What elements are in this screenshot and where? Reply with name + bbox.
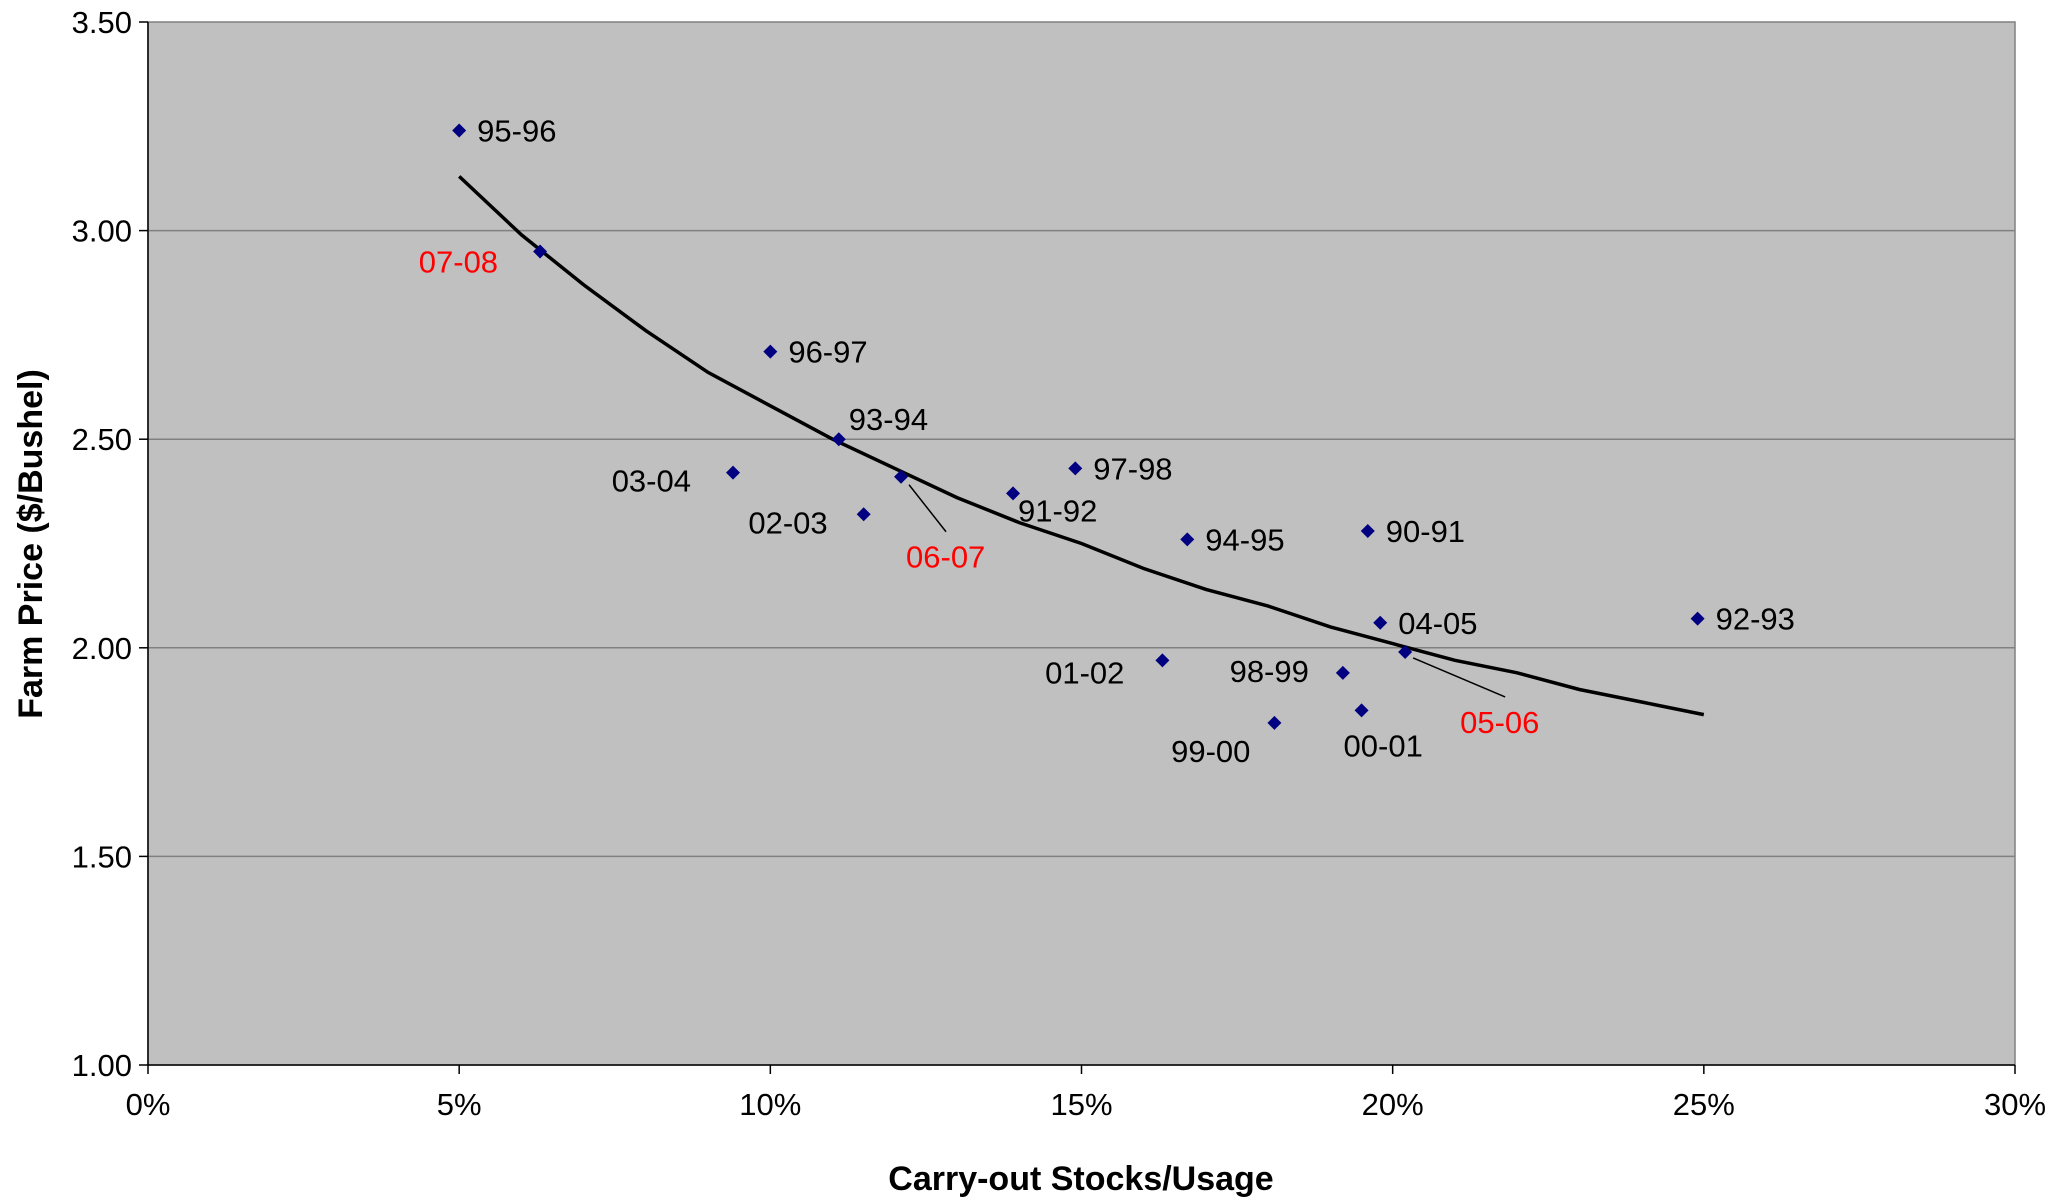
y-axis-ticks: 1.00 1.50 2.00 2.50 3.00 3.50 xyxy=(72,5,148,1083)
data-point-03-04 xyxy=(725,465,740,480)
data-point-98-99 xyxy=(1335,665,1350,680)
data-point-02-03 xyxy=(856,507,871,522)
x-tick-label-4: 20% xyxy=(1362,1087,1424,1122)
leader-line-05-06 xyxy=(1412,657,1506,698)
x-tick-label-1: 5% xyxy=(437,1087,482,1122)
x-axis-title: Carry-out Stocks/Usage xyxy=(888,1160,1273,1198)
leader-line-06-07 xyxy=(908,484,947,533)
point-label-98-99: 98-99 xyxy=(1230,654,1309,689)
point-label-93-94: 93-94 xyxy=(849,402,928,437)
data-points xyxy=(452,123,1705,730)
data-point-93-94 xyxy=(831,432,846,447)
point-label-06-07: 06-07 xyxy=(906,540,985,575)
point-label-94-95: 94-95 xyxy=(1205,522,1284,557)
point-label-05-06: 05-06 xyxy=(1460,705,1539,740)
data-point-05-06 xyxy=(1398,644,1413,659)
y-tick-label-3: 2.50 xyxy=(72,422,132,457)
y-tick-label-0: 1.00 xyxy=(72,1048,132,1083)
point-label-97-98: 97-98 xyxy=(1093,451,1172,486)
x-tick-label-2: 10% xyxy=(739,1087,801,1122)
data-point-97-98 xyxy=(1068,461,1083,476)
point-label-00-01: 00-01 xyxy=(1344,728,1423,763)
x-tick-label-6: 30% xyxy=(1984,1087,2046,1122)
y-tick-label-1: 1.50 xyxy=(72,839,132,874)
point-label-90-91: 90-91 xyxy=(1386,514,1465,549)
data-point-92-93 xyxy=(1690,611,1705,626)
data-point-00-01 xyxy=(1354,703,1369,718)
x-tick-label-0: 0% xyxy=(126,1087,171,1122)
point-label-02-03: 02-03 xyxy=(748,505,827,540)
leader-lines xyxy=(908,484,1506,698)
point-labels: 95-96 07-08 96-97 93-94 03-04 06-07 02-03 91-92… xyxy=(419,113,1795,768)
data-point-01-02 xyxy=(1155,653,1170,668)
y-tick-label-5: 3.50 xyxy=(72,5,132,40)
data-point-96-97 xyxy=(763,344,778,359)
y-axis-title: Farm Price ($/Bushel) xyxy=(12,369,50,719)
x-axis-ticks: 0% 5% 10% 15% 20% 25% 30% xyxy=(126,1065,2046,1122)
x-tick-label-5: 25% xyxy=(1673,1087,1735,1122)
trend-line xyxy=(458,175,1705,717)
y-tick-label-2: 2.00 xyxy=(72,631,132,666)
data-point-91-92 xyxy=(1006,486,1021,501)
point-label-96-97: 96-97 xyxy=(788,335,867,370)
data-point-95-96 xyxy=(452,123,467,138)
data-point-07-08 xyxy=(533,244,548,259)
x-tick-label-3: 15% xyxy=(1050,1087,1112,1122)
point-label-91-92: 91-92 xyxy=(1018,493,1097,528)
point-label-03-04: 03-04 xyxy=(612,464,691,499)
data-point-04-05 xyxy=(1373,615,1388,630)
grid-lines xyxy=(148,229,2015,858)
y-tick-label-4: 3.00 xyxy=(72,214,132,249)
data-point-06-07 xyxy=(894,469,909,484)
point-label-92-93: 92-93 xyxy=(1716,602,1795,637)
data-point-94-95 xyxy=(1180,532,1195,547)
point-label-95-96: 95-96 xyxy=(477,113,556,148)
data-point-99-00 xyxy=(1267,715,1282,730)
point-label-99-00: 99-00 xyxy=(1171,734,1250,769)
data-point-90-91 xyxy=(1360,523,1375,538)
point-label-04-05: 04-05 xyxy=(1398,606,1477,641)
point-label-01-02: 01-02 xyxy=(1045,655,1124,690)
point-label-07-08: 07-08 xyxy=(419,244,498,279)
